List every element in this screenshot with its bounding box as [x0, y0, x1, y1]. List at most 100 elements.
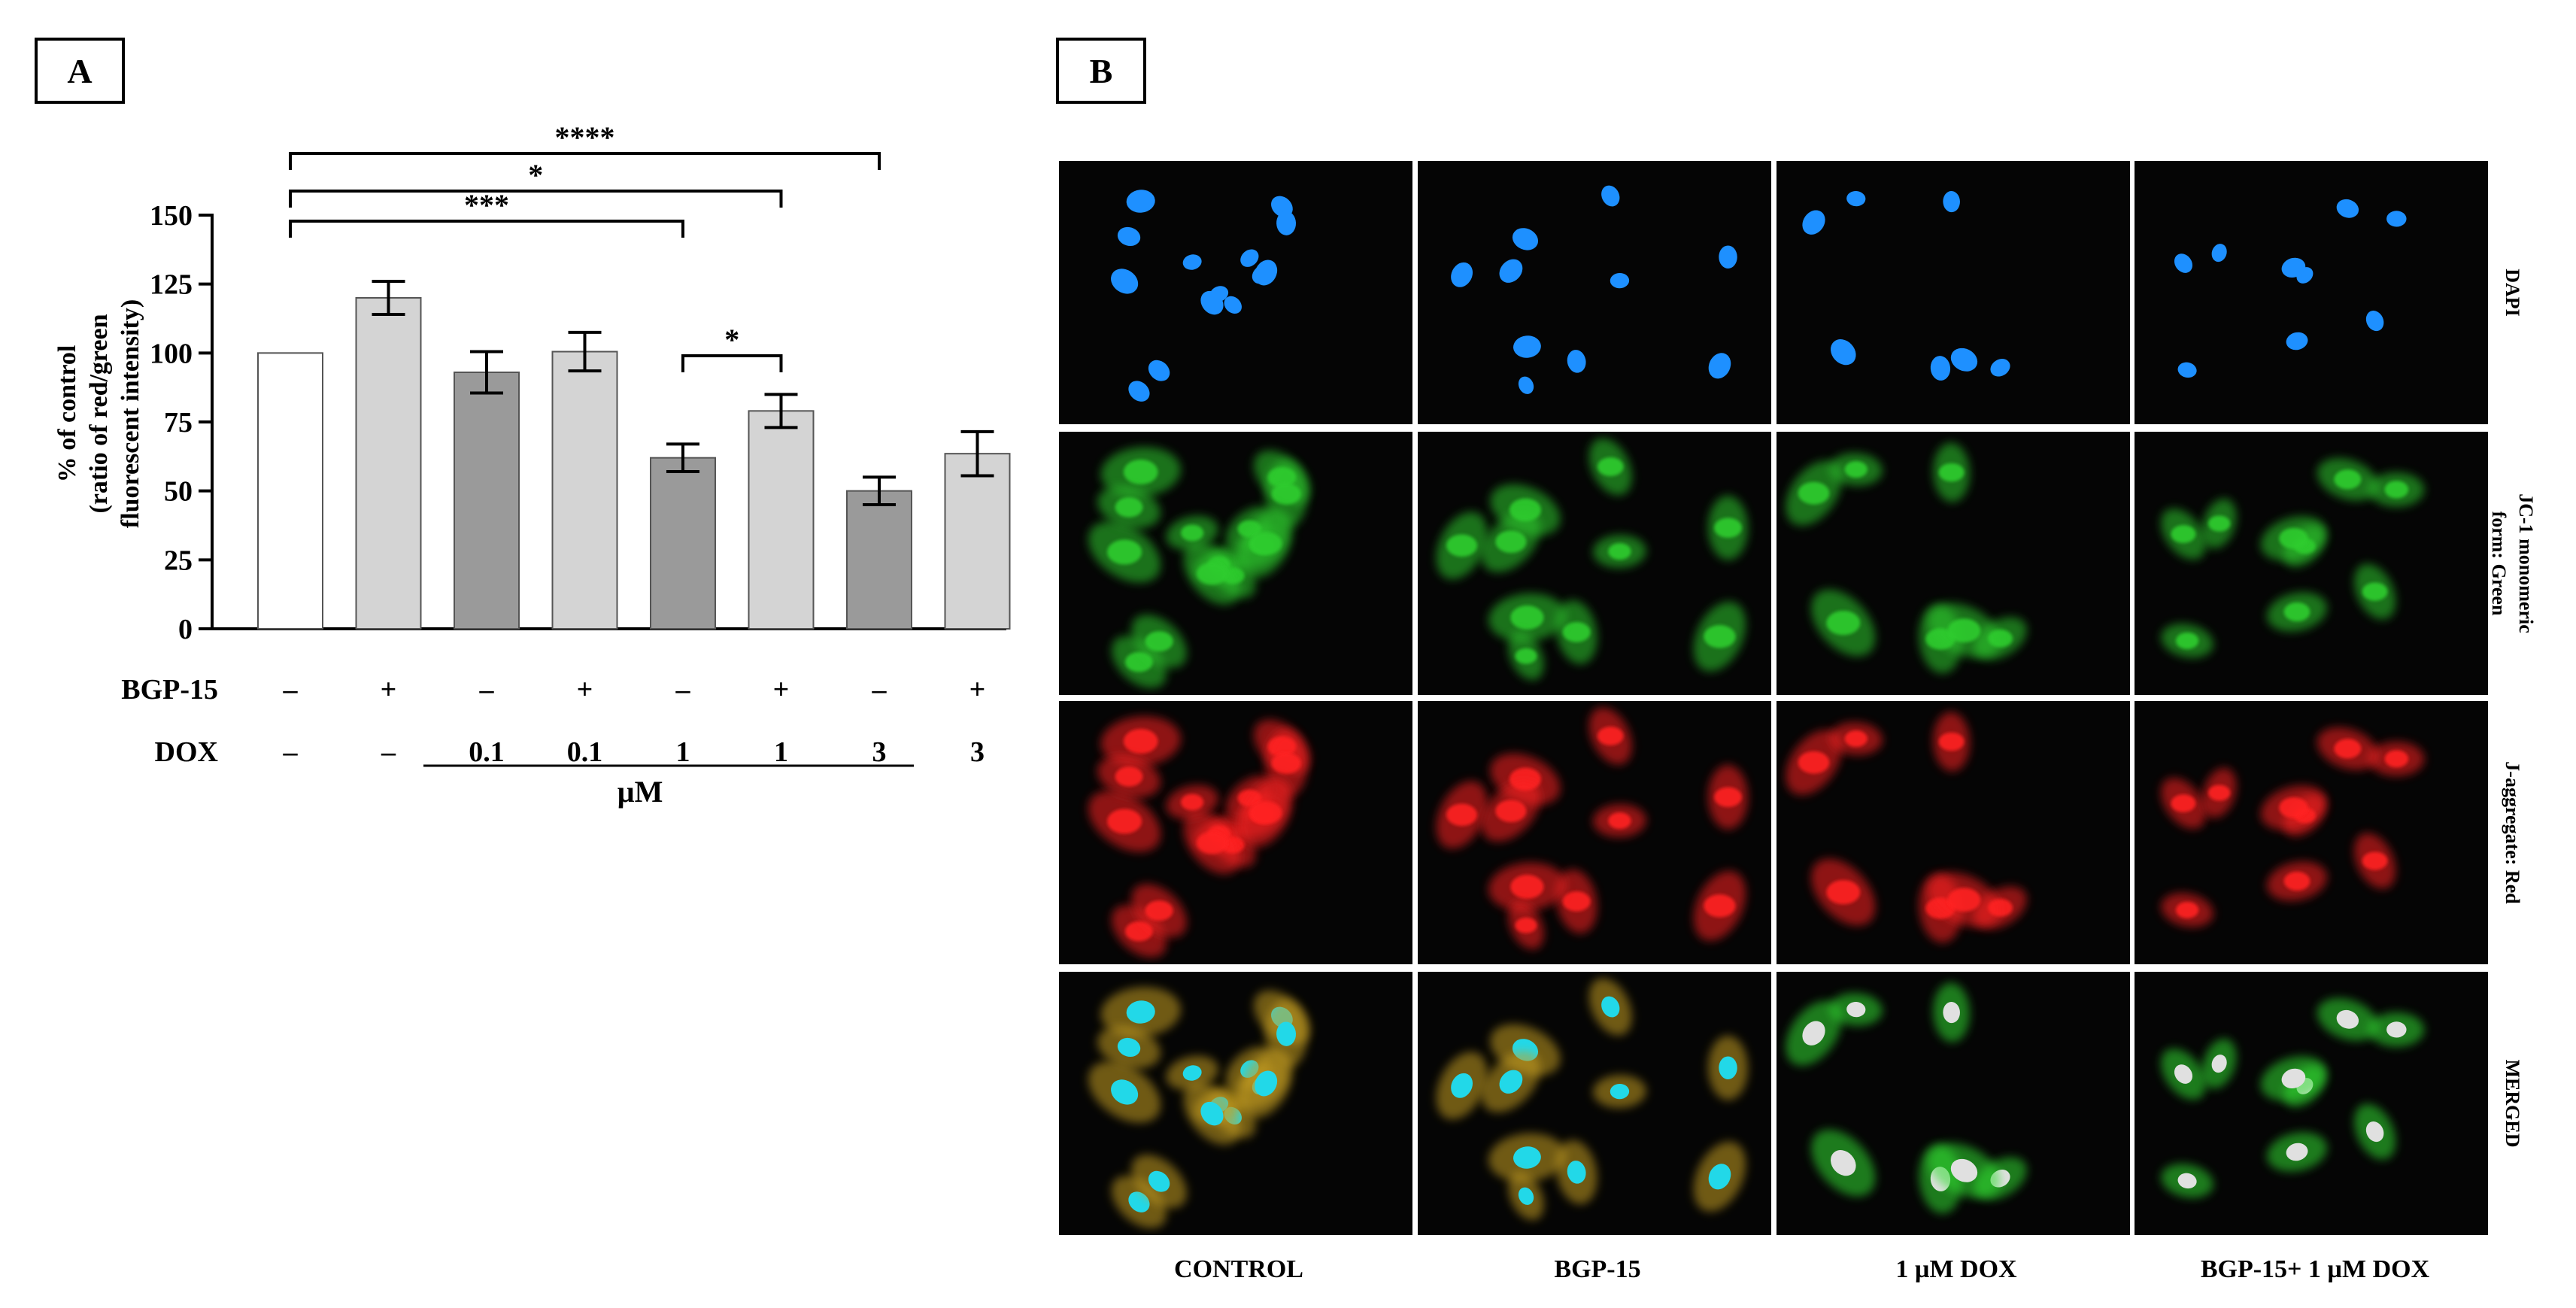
nucleus — [1601, 185, 1620, 207]
cell-core — [1704, 625, 1736, 648]
nucleus — [1255, 1070, 1278, 1097]
nucleus — [2281, 257, 2306, 278]
nucleus — [2177, 362, 2197, 378]
y-axis-label-line: % of control — [53, 345, 81, 483]
cell-core — [1145, 900, 1173, 921]
cell-core — [1608, 812, 1631, 830]
cell-core — [1249, 801, 1282, 824]
nucleus — [1831, 1150, 1856, 1176]
nucleus — [2336, 1009, 2359, 1029]
nucleus — [2174, 1064, 2193, 1084]
nucleus — [1499, 259, 1523, 283]
nucleus — [1802, 1021, 1825, 1045]
nucleus — [1802, 210, 1825, 235]
bar — [257, 352, 323, 630]
significance-bracket — [289, 220, 684, 238]
nucleus — [1601, 996, 1620, 1018]
treatment-row-label: BGP-15 — [121, 674, 218, 706]
cell-core — [2334, 739, 2362, 759]
y-axis-label: % of control (ratio of red/green fluoresce… — [53, 299, 144, 528]
treatment-cell: 0.1 — [567, 736, 603, 768]
nucleus — [1831, 339, 1856, 366]
cell-core — [1446, 803, 1478, 827]
cell-core — [1608, 543, 1631, 560]
svg-text:B: B — [1090, 52, 1113, 90]
cell-core — [2208, 784, 2231, 801]
bar — [551, 351, 618, 630]
cell-core — [1145, 631, 1173, 652]
nucleus — [1182, 254, 1202, 270]
nucleus — [1148, 1170, 1170, 1192]
bar — [944, 453, 1011, 630]
treatment-cell: 3 — [970, 736, 985, 768]
nucleus — [1943, 190, 1960, 213]
cell-core — [2208, 515, 2231, 532]
y-tick-label: 0 — [178, 614, 193, 645]
cell-core — [1181, 794, 1204, 811]
micrograph-column-label: CONTROL — [1174, 1255, 1303, 1283]
micrograph-tile — [1776, 432, 2130, 695]
treatment-cell: – — [479, 674, 495, 706]
bar — [454, 372, 520, 630]
nucleus — [1276, 1021, 1297, 1046]
treatment-cell: – — [283, 736, 299, 768]
y-tick-label: 125 — [150, 269, 193, 301]
micrograph-tile — [1418, 432, 1771, 695]
y-axis-label-line: (ratio of red/green — [85, 314, 113, 513]
cell-core — [1123, 729, 1158, 754]
micrograph-tile — [1418, 701, 1771, 964]
nucleus — [1719, 1056, 1737, 1080]
micrograph-tile — [1776, 972, 2130, 1235]
cell-core — [1197, 562, 1227, 585]
cell-core — [1704, 894, 1736, 918]
micrograph-tile — [1059, 432, 1412, 695]
cell-core — [1798, 751, 1830, 774]
nucleus — [1950, 347, 1978, 372]
nucleus — [2386, 211, 2407, 227]
treatment-cell: – — [872, 674, 887, 706]
nucleus — [1126, 1000, 1155, 1024]
micrograph-row-label: form: Green — [2488, 511, 2510, 616]
cell-core — [1181, 524, 1204, 542]
cell-core — [2175, 632, 2199, 649]
micrograph-tile — [2135, 432, 2488, 695]
nucleus — [1518, 376, 1534, 394]
cell-core — [1107, 809, 1142, 834]
nucleus — [1451, 1073, 1473, 1098]
treatment-cell: + — [577, 674, 593, 706]
nucleus — [2177, 1173, 2197, 1189]
cell-core — [1844, 461, 1868, 478]
nucleus — [1224, 296, 1242, 314]
nucleus — [1128, 381, 1150, 402]
nucleus — [1518, 1187, 1534, 1205]
significance-bracket — [289, 190, 783, 208]
micrograph-row-label: JC-1 monomeric — [2515, 493, 2537, 633]
treatment-cell: – — [283, 674, 299, 706]
cell-core — [1107, 539, 1142, 565]
micrograph-row-label: MERGED — [2502, 1060, 2523, 1148]
cell-core — [1510, 875, 1544, 899]
panel-b-label: B — [1056, 38, 1146, 104]
cell-core — [2362, 851, 2388, 870]
significance-label: * — [528, 158, 543, 192]
nucleus — [2365, 1121, 2384, 1143]
cell-core — [1714, 787, 1742, 807]
bar-chart: % of control (ratio of red/green fluoresce… — [53, 120, 1011, 809]
cell-core — [1938, 732, 1965, 751]
nucleus — [1708, 1164, 1731, 1190]
nucleus — [1111, 269, 1139, 294]
cell-core — [1938, 463, 1965, 482]
nucleus — [2336, 199, 2359, 218]
nucleus — [1512, 228, 1539, 250]
micrograph-background — [1418, 161, 1771, 424]
nucleus — [1117, 1037, 1141, 1058]
treatment-cell: 1 — [774, 736, 788, 768]
y-tick-label: 50 — [164, 476, 193, 508]
cell-core — [1271, 483, 1301, 505]
y-tick-label: 25 — [164, 545, 193, 576]
nucleus — [1499, 1070, 1523, 1094]
treatment-table: BGP-15 – + – + – + – + DOX – – 0.1 0.1 1 1 3 3 µM — [121, 674, 985, 809]
cell-core — [1562, 622, 1591, 642]
svg-text:A: A — [67, 52, 92, 90]
